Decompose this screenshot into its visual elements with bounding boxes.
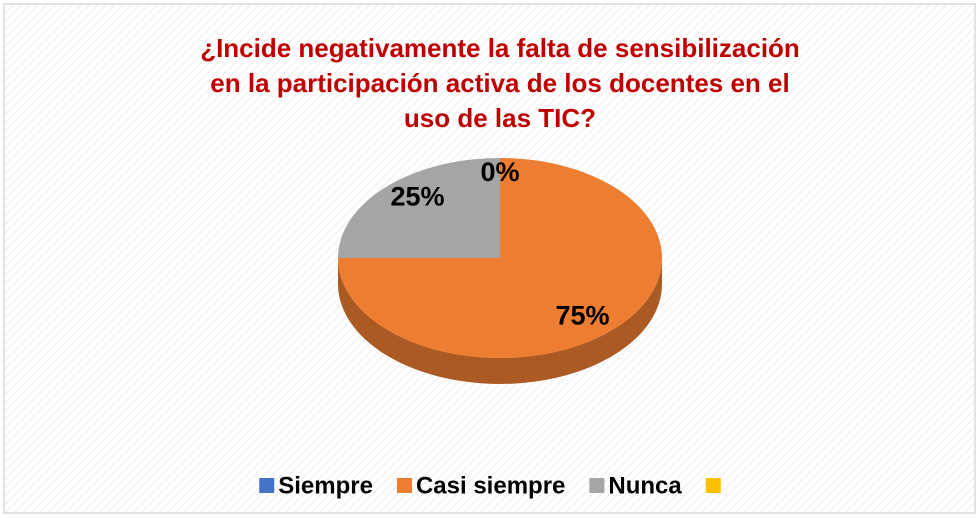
data-label: 75% [555,301,609,331]
chart-title: ¿Incide negativamente la falta de sensib… [200,33,800,63]
legend-label: Siempre [278,472,373,499]
legend-swatch [259,478,275,493]
data-label: 0% [480,157,519,187]
chart-title: en la participación activa de los docent… [210,68,789,98]
legend-label: Nunca [608,472,682,499]
legend-label: Casi siempre [416,472,565,499]
pie-side [338,258,662,384]
chart-title: uso de las TIC? [404,103,596,133]
legend-swatch [396,478,412,493]
legend-swatch [705,478,721,493]
data-label: 25% [390,182,444,212]
legend-swatch [589,478,605,493]
pie-slice [338,158,500,258]
